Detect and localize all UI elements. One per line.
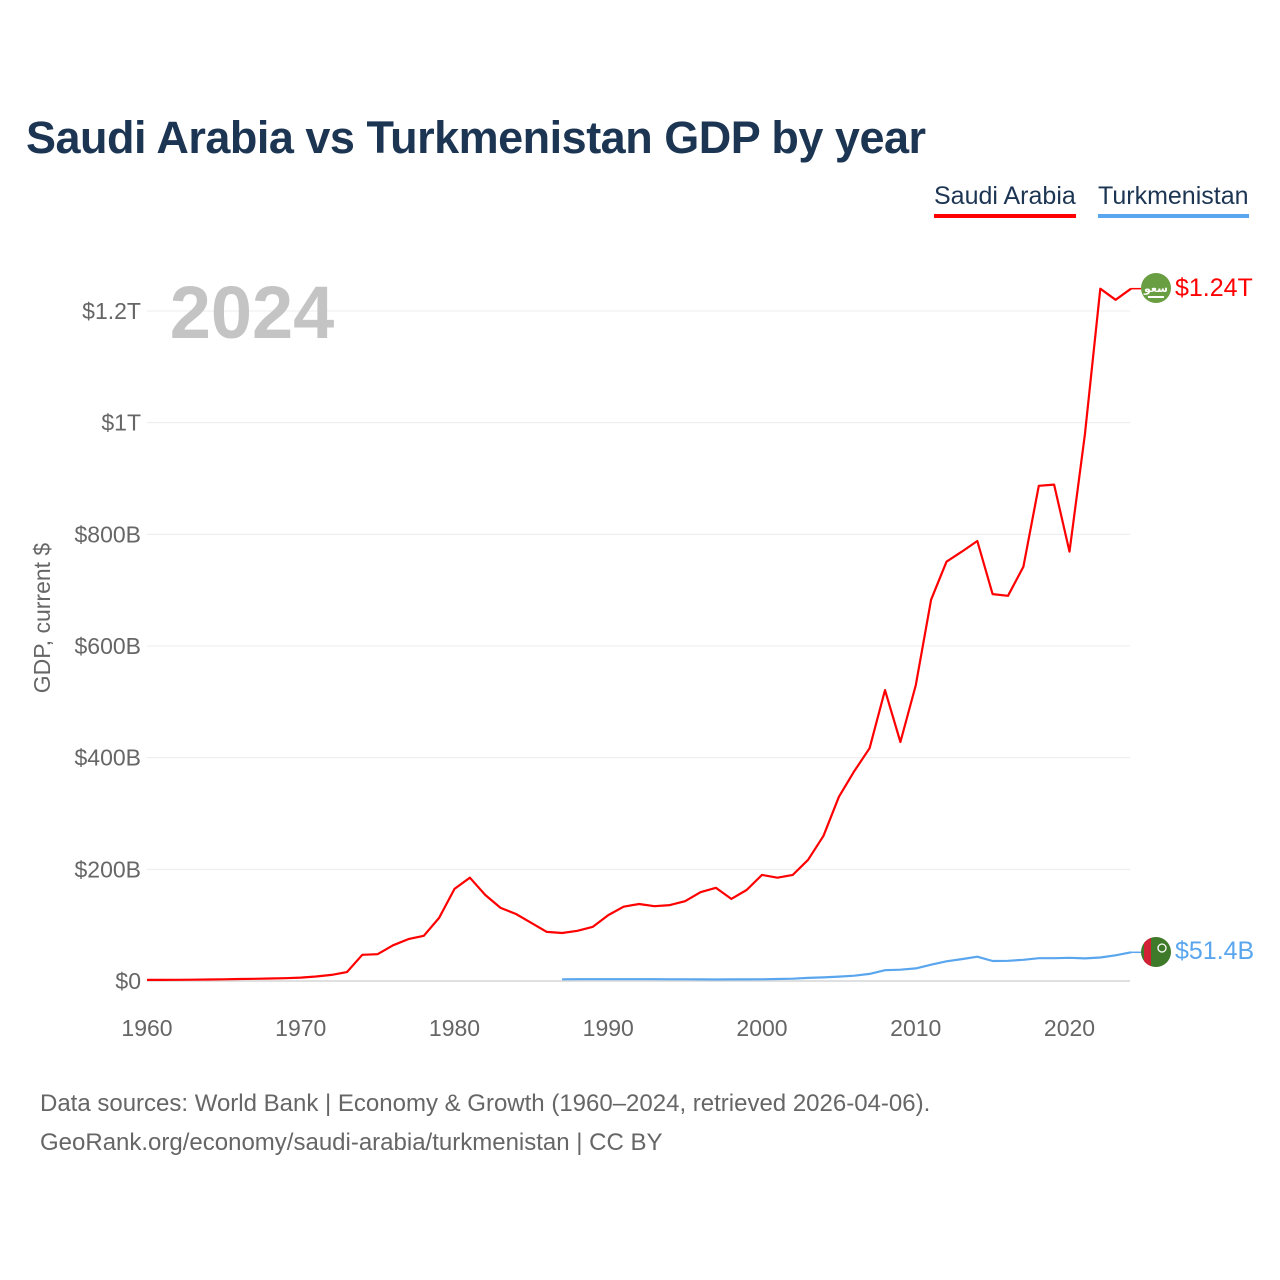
x-tick-label: 1970 — [275, 1015, 326, 1041]
data-source-text: Data sources: World Bank | Economy & Gro… — [40, 1090, 931, 1117]
source-link[interactable]: GeoRank.org/economy/saudi-arabia/turkmen… — [40, 1129, 663, 1156]
x-tick-label: 2020 — [1044, 1015, 1095, 1041]
saudi-arabia-end-label: $1.24T — [1175, 274, 1253, 302]
chart-title: Saudi Arabia vs Turkmenistan GDP by year — [26, 112, 926, 163]
series-line-saudi-arabia — [147, 287, 1132, 982]
y-tick-label: $400B — [74, 745, 141, 771]
x-tick-label: 1960 — [121, 1015, 172, 1041]
y-tick-label: $0 — [115, 968, 141, 994]
turkmenistan-flag-icon — [1141, 937, 1171, 967]
legend-saudi-arabia[interactable]: Saudi Arabia — [934, 182, 1076, 218]
svg-text:سعو: سعو — [1143, 282, 1168, 295]
footer: Data sources: World Bank | Economy & Gro… — [40, 1084, 930, 1162]
series-line-turkmenistan — [562, 951, 1132, 981]
y-tick-label: $1T — [101, 410, 141, 436]
year-watermark: 2024 — [170, 271, 335, 354]
turkmenistan-end-label: $51.4B — [1175, 937, 1254, 965]
x-tick-label: 2010 — [890, 1015, 941, 1041]
y-tick-label: $600B — [74, 633, 141, 659]
saudi-arabia-flag-icon: سعو — [1141, 273, 1171, 303]
x-tick-label: 2000 — [736, 1015, 787, 1041]
x-tick-label: 1980 — [429, 1015, 480, 1041]
x-tick-label: 1990 — [583, 1015, 634, 1041]
y-axis-label: GDP, current $ — [29, 543, 55, 694]
y-tick-label: $1.2T — [82, 298, 141, 324]
y-tick-label: $200B — [74, 856, 141, 882]
y-tick-label: $800B — [74, 521, 141, 547]
legend-turkmenistan[interactable]: Turkmenistan — [1098, 182, 1249, 218]
